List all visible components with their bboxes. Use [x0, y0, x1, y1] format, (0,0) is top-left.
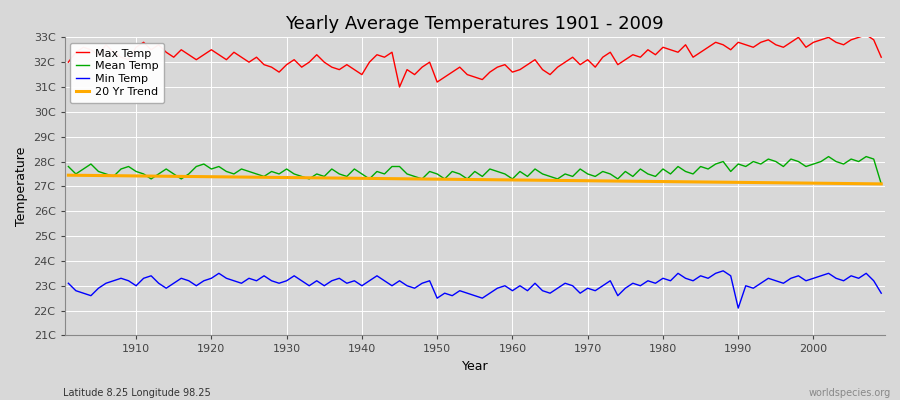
Mean Temp	[500, 172, 510, 176]
Max Temp	[605, 50, 616, 55]
Mean Temp	[876, 182, 886, 186]
Min Temp	[289, 274, 300, 278]
Min Temp	[63, 281, 74, 286]
Max Temp	[123, 57, 134, 62]
X-axis label: Year: Year	[462, 360, 488, 373]
Mean Temp	[598, 169, 608, 174]
Legend: Max Temp, Mean Temp, Min Temp, 20 Yr Trend: Max Temp, Mean Temp, Min Temp, 20 Yr Tre…	[70, 43, 164, 103]
Mean Temp	[334, 172, 345, 176]
Text: worldspecies.org: worldspecies.org	[809, 388, 891, 398]
Mean Temp	[824, 154, 834, 159]
Mean Temp	[507, 176, 517, 181]
Mean Temp	[63, 164, 74, 169]
Max Temp	[394, 85, 405, 90]
Min Temp	[123, 278, 134, 283]
Mean Temp	[123, 164, 134, 169]
Min Temp	[718, 268, 729, 273]
Max Temp	[63, 60, 74, 64]
Title: Yearly Average Temperatures 1901 - 2009: Yearly Average Temperatures 1901 - 2009	[285, 15, 664, 33]
Y-axis label: Temperature: Temperature	[15, 147, 28, 226]
Line: Mean Temp: Mean Temp	[68, 156, 881, 184]
Max Temp	[507, 70, 517, 74]
Min Temp	[876, 291, 886, 296]
Max Temp	[334, 67, 345, 72]
Text: Latitude 8.25 Longitude 98.25: Latitude 8.25 Longitude 98.25	[63, 388, 211, 398]
Min Temp	[598, 283, 608, 288]
Mean Temp	[289, 172, 300, 176]
Max Temp	[876, 55, 886, 60]
Min Temp	[500, 283, 510, 288]
Min Temp	[507, 288, 517, 293]
Max Temp	[289, 57, 300, 62]
Max Temp	[860, 32, 871, 37]
Min Temp	[334, 276, 345, 281]
Max Temp	[515, 67, 526, 72]
Min Temp	[733, 306, 743, 310]
Line: Max Temp: Max Temp	[68, 35, 881, 87]
Line: Min Temp: Min Temp	[68, 271, 881, 308]
